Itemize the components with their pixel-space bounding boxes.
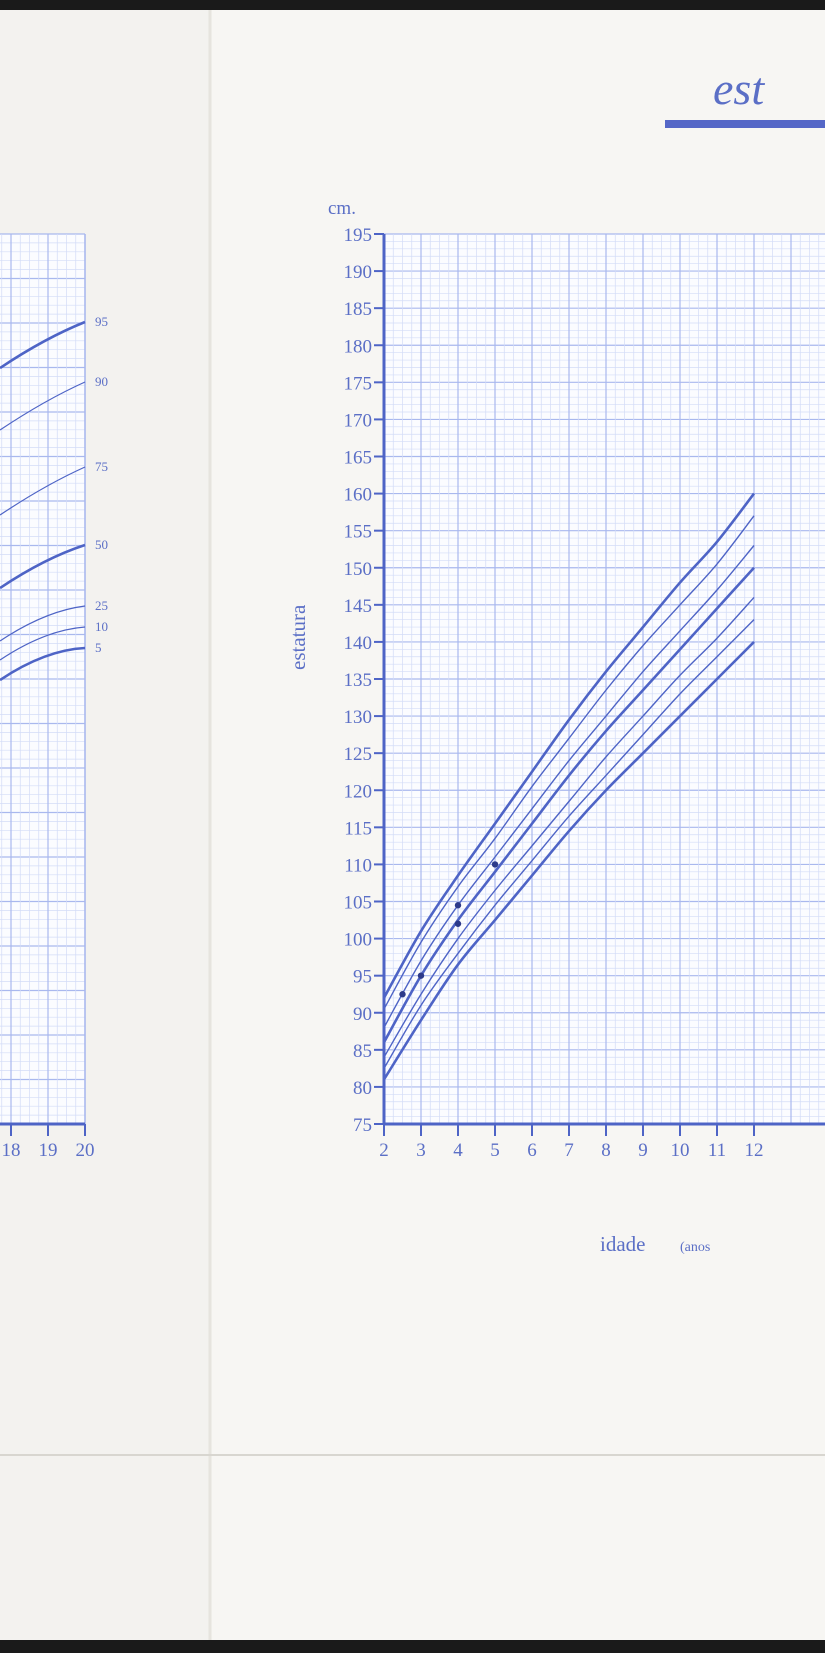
x-tick-label: 3 xyxy=(416,1140,426,1161)
x-tick-label: 8 xyxy=(601,1140,611,1161)
y-tick-label: 180 xyxy=(344,336,373,357)
left-percentile-curve-90 xyxy=(0,381,86,431)
y-tick-label: 175 xyxy=(344,373,373,394)
y-tick-label: 120 xyxy=(344,781,373,802)
y-tick-label: 195 xyxy=(344,225,373,246)
percentile-label: 75 xyxy=(95,459,108,474)
y-unit-label: cm. xyxy=(328,198,356,219)
y-tick-label: 170 xyxy=(344,410,373,431)
y-tick-label: 85 xyxy=(353,1041,372,1062)
y-tick-label: 115 xyxy=(344,818,372,839)
y-tick-label: 190 xyxy=(344,262,373,283)
percentile-label: 25 xyxy=(95,598,108,613)
left-chart-grid xyxy=(0,233,86,1126)
x-tick-label: 10 xyxy=(671,1140,690,1161)
measurement-point xyxy=(417,972,425,979)
x-tick-label: 6 xyxy=(527,1140,537,1161)
y-axis-title: estatura xyxy=(286,604,310,670)
left-percentile-curve-50 xyxy=(0,543,86,590)
bottom-frame xyxy=(0,1640,825,1653)
percentile-curve-75 xyxy=(383,545,755,1028)
percentile-label: 5 xyxy=(95,640,102,655)
y-tick-label: 150 xyxy=(344,559,373,580)
y-tick-label: 75 xyxy=(353,1115,372,1136)
x-tick-label: 11 xyxy=(708,1140,726,1161)
y-tick-label: 80 xyxy=(353,1078,372,1099)
y-tick-label: 100 xyxy=(344,930,373,951)
x-tick-label: 7 xyxy=(564,1140,574,1161)
header-title: est xyxy=(713,63,765,114)
left-percentile-curve-95 xyxy=(0,320,86,370)
y-tick-label: 130 xyxy=(344,707,373,728)
left-x-tick-label: 20 xyxy=(76,1140,95,1161)
y-tick-label: 155 xyxy=(344,522,373,543)
y-tick-label: 105 xyxy=(344,893,373,914)
x-tick-label: 5 xyxy=(490,1140,500,1161)
right-chart-grid xyxy=(383,233,825,1125)
y-tick-label: 140 xyxy=(344,633,373,654)
left-percentile-curve-5 xyxy=(0,646,86,682)
x-axis-unit: (anos xyxy=(680,1240,710,1255)
percentile-label: 95 xyxy=(95,314,108,329)
percentile-curve-90 xyxy=(383,515,755,1010)
y-tick-label: 95 xyxy=(353,967,372,988)
y-tick-label: 125 xyxy=(344,744,373,765)
percentile-curve-50 xyxy=(382,566,755,1044)
measurement-point xyxy=(454,920,462,927)
percentile-curve-5 xyxy=(382,640,755,1081)
y-tick-label: 145 xyxy=(344,596,373,617)
right-chart-axes: 195 190 185 180 175 170 165 160 155 150 145 140 135 1… xyxy=(344,225,825,1161)
y-tick-label: 135 xyxy=(344,670,373,691)
left-x-tick-label: 19 xyxy=(39,1140,58,1161)
percentile-label: 10 xyxy=(95,619,108,634)
y-tick-label: 110 xyxy=(344,855,372,876)
percentile-label: 50 xyxy=(95,537,108,552)
measurement-point xyxy=(454,902,462,909)
left-percentile-curve-75 xyxy=(0,466,86,516)
measurement-point xyxy=(491,861,499,868)
y-tick-label: 165 xyxy=(344,448,373,469)
y-tick-label: 185 xyxy=(344,299,373,320)
x-tick-label: 9 xyxy=(638,1140,648,1161)
header-bar xyxy=(665,120,825,128)
left-x-tick-label: 18 xyxy=(2,1140,21,1161)
left-percentile-curve-10 xyxy=(0,626,86,661)
y-tick-label: 90 xyxy=(353,1004,372,1025)
y-tick-label: 160 xyxy=(344,485,373,506)
top-frame xyxy=(0,0,825,10)
right-chart-curves xyxy=(382,492,756,1081)
percentile-curve-95 xyxy=(382,492,756,999)
percentile-label: 90 xyxy=(95,374,108,389)
left-chart-curves xyxy=(0,320,86,682)
left-chart-labels: 95 90 75 50 25 10 5 18 19 20 xyxy=(2,314,109,1161)
x-tick-label: 2 xyxy=(379,1140,389,1161)
percentile-curve-10 xyxy=(383,619,755,1069)
x-tick-label: 4 xyxy=(453,1140,463,1161)
percentile-curve-25 xyxy=(383,596,755,1058)
left-percentile-curve-25 xyxy=(0,605,86,642)
measurement-point xyxy=(399,991,406,998)
x-axis-title: idade xyxy=(600,1232,645,1256)
x-tick-label: 12 xyxy=(745,1140,764,1161)
right-chart-points xyxy=(399,861,499,998)
